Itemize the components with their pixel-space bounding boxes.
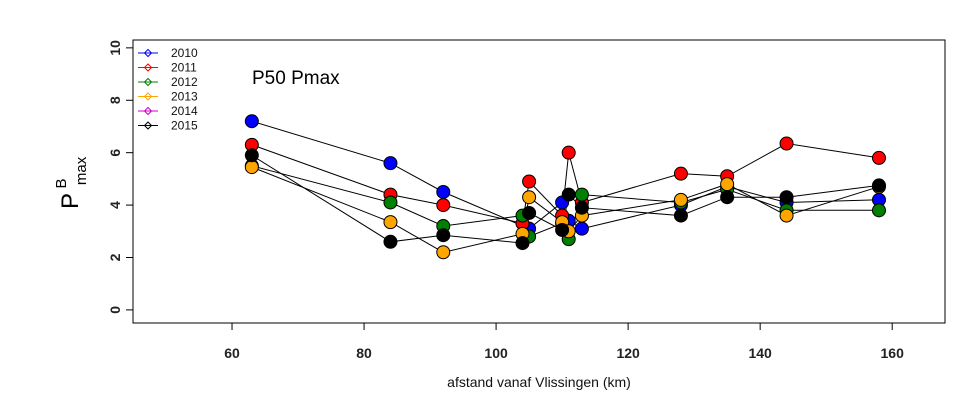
data-point-2015 <box>673 208 688 223</box>
data-point-2013 <box>673 192 688 207</box>
data-point-2015 <box>555 222 570 237</box>
data-point-2011 <box>779 136 794 151</box>
legend-marker-2010 <box>143 48 153 58</box>
data-point-2010 <box>574 221 589 236</box>
legend-marker-2013 <box>143 92 153 101</box>
data-point-2015 <box>383 234 398 249</box>
legend-marker-2011 <box>143 63 153 72</box>
data-point-2011 <box>436 198 451 213</box>
x-tick-label: 80 <box>356 345 372 361</box>
series-points <box>244 114 886 260</box>
legend-label-2014: 2014 <box>171 104 198 118</box>
legend-marker-2014 <box>143 106 153 116</box>
data-point-2015 <box>561 187 576 202</box>
y-axis-label-subscript: max <box>73 156 90 185</box>
y-axis-label: P B max <box>53 156 90 209</box>
y-tick-label: 4 <box>107 201 123 209</box>
x-tick-label: 140 <box>748 345 772 361</box>
y-axis: 0 2 4 6 8 10 <box>107 40 134 314</box>
series-line-2011 <box>251 142 880 225</box>
data-point-2013 <box>436 245 451 260</box>
data-point-2015 <box>574 200 589 215</box>
data-point-2013 <box>383 215 398 230</box>
y-tick-label: 6 <box>107 149 123 157</box>
data-point-2013 <box>779 208 794 223</box>
x-tick-label: 60 <box>224 345 240 361</box>
y-axis-label-superscript: B <box>53 179 70 189</box>
data-point-2012 <box>871 203 886 218</box>
data-point-2015 <box>436 228 451 243</box>
legend-marker-2012 <box>143 77 153 87</box>
data-point-2015 <box>244 148 259 163</box>
x-axis-label: afstand vanaf Vlissingen (km) <box>447 374 631 390</box>
x-axis: 60 80 100 120 140 160 <box>224 322 905 361</box>
data-point-2015 <box>515 236 530 251</box>
y-tick-label: 0 <box>107 306 123 314</box>
data-point-2011 <box>673 166 688 181</box>
data-point-2012 <box>574 187 589 202</box>
y-axis-label-main: P <box>57 193 84 209</box>
data-point-2011 <box>522 174 537 189</box>
y-tick-label: 8 <box>107 96 123 104</box>
data-point-2011 <box>871 150 886 165</box>
data-point-2012 <box>383 195 398 210</box>
legend-label-2012: 2012 <box>171 75 198 89</box>
y-tick-label: 2 <box>107 253 123 261</box>
chart-annotation: P50 Pmax <box>252 68 340 89</box>
data-point-2015 <box>779 190 794 205</box>
data-point-2010 <box>244 114 259 129</box>
x-tick-label: 120 <box>616 345 640 361</box>
legend-label-2010: 2010 <box>171 46 198 60</box>
data-point-2015 <box>720 190 735 205</box>
data-point-2015 <box>871 178 886 193</box>
svg-text:P B max: P B max <box>53 156 90 209</box>
data-point-2010 <box>436 184 451 199</box>
legend-label-2015: 2015 <box>171 119 198 133</box>
data-point-2013 <box>522 190 537 205</box>
legend-label-2011: 2011 <box>171 61 197 75</box>
data-point-2013 <box>244 160 259 175</box>
data-point-2015 <box>522 205 537 220</box>
x-tick-label: 160 <box>881 345 905 361</box>
legend-label-2013: 2013 <box>171 90 198 104</box>
y-tick-label: 10 <box>107 40 123 56</box>
legend-marker-2015 <box>143 121 153 130</box>
data-point-2013 <box>720 177 735 192</box>
x-tick-label: 100 <box>484 345 508 361</box>
data-point-2011 <box>561 145 576 160</box>
data-point-2010 <box>383 156 398 171</box>
